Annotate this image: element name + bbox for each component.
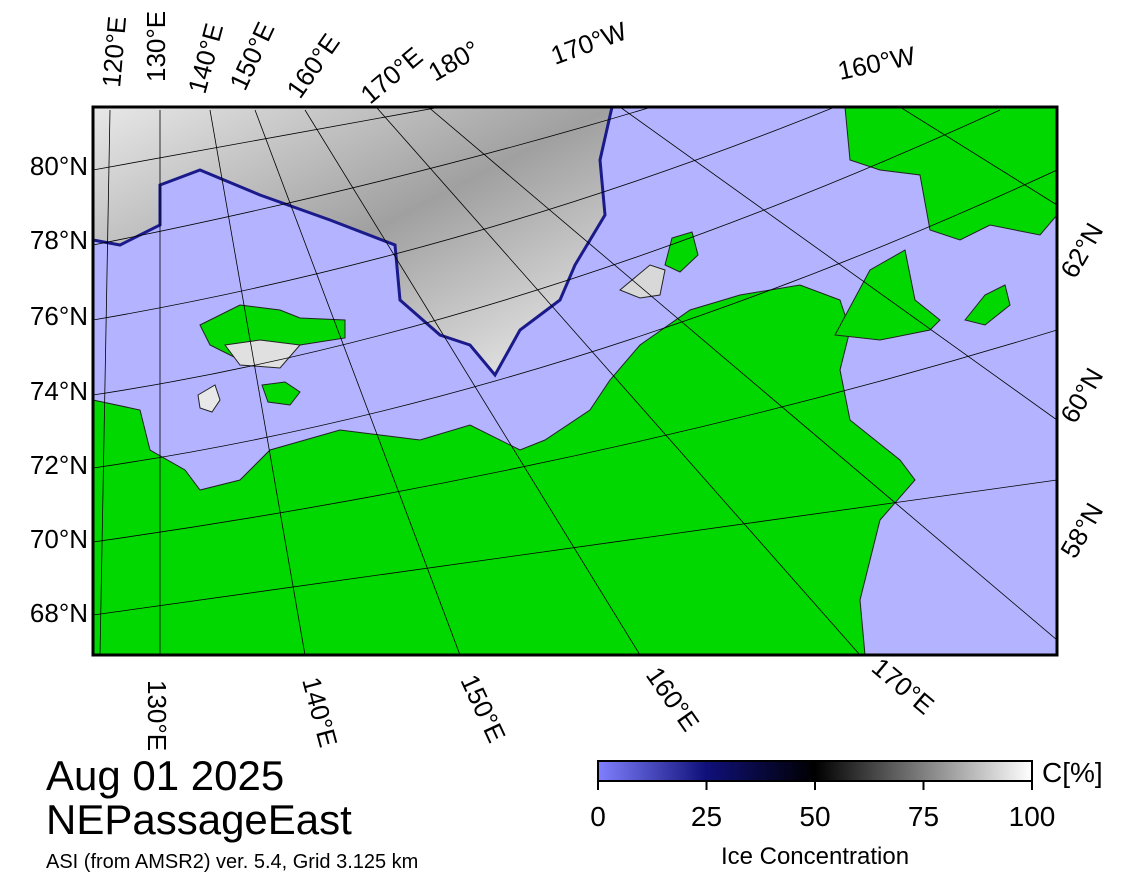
lon-label: 150°E xyxy=(223,17,280,94)
land xyxy=(964,284,1011,326)
land xyxy=(844,107,1057,241)
lon-label: 130°E xyxy=(142,680,172,751)
lon-label: 160°W xyxy=(835,40,918,86)
lon-label: 150°E xyxy=(455,670,512,747)
lon-label: 130°E xyxy=(141,11,171,82)
date: Aug 01 2025 xyxy=(46,752,284,799)
colorbar-tick-label: 50 xyxy=(799,801,830,832)
colorbar-tick-label: 25 xyxy=(691,801,722,832)
lon-label: 180° xyxy=(423,34,485,87)
lon-label: 170°W xyxy=(547,16,631,71)
map-area xyxy=(93,107,1057,655)
region: NEPassageEast xyxy=(46,796,352,843)
lon-label: 160°E xyxy=(280,28,345,103)
land xyxy=(261,381,301,406)
map-frame xyxy=(91,105,1059,657)
lat-label: 80°N xyxy=(30,151,88,181)
lon-label: 120°E xyxy=(96,15,132,88)
island-ice xyxy=(224,339,301,369)
lon-label: 140°E xyxy=(296,674,343,750)
land xyxy=(664,231,699,273)
lat-label: 72°N xyxy=(30,450,88,480)
island-ice xyxy=(197,384,221,413)
lon-label: 170°E xyxy=(866,652,940,721)
source: ASI (from AMSR2) ver. 5.4, Grid 3.125 km xyxy=(46,851,418,873)
lon-label: 140°E xyxy=(182,20,229,96)
lat-label: 60°N xyxy=(1054,363,1109,428)
lat-label: 78°N xyxy=(30,225,88,255)
colorbar-tick-label: 0 xyxy=(590,801,606,832)
lat-label: 58°N xyxy=(1054,498,1109,563)
island-ice xyxy=(619,264,666,299)
colorbar-tick-label: 75 xyxy=(908,801,939,832)
colorbar-unit: C[%] xyxy=(1042,757,1103,788)
colorbar-tick-label: 100 xyxy=(1009,801,1056,832)
lat-label: 74°N xyxy=(30,376,88,406)
colorbar-label: Ice Concentration xyxy=(721,843,909,870)
graticule xyxy=(93,107,1057,655)
lat-label: 68°N xyxy=(30,598,88,628)
lat-label: 62°N xyxy=(1054,218,1109,283)
lat-label: 70°N xyxy=(30,524,88,554)
lon-label: 170°E xyxy=(355,41,429,110)
lat-label: 76°N xyxy=(30,301,88,331)
lon-label: 160°E xyxy=(640,661,705,736)
colorbar xyxy=(597,760,1033,782)
